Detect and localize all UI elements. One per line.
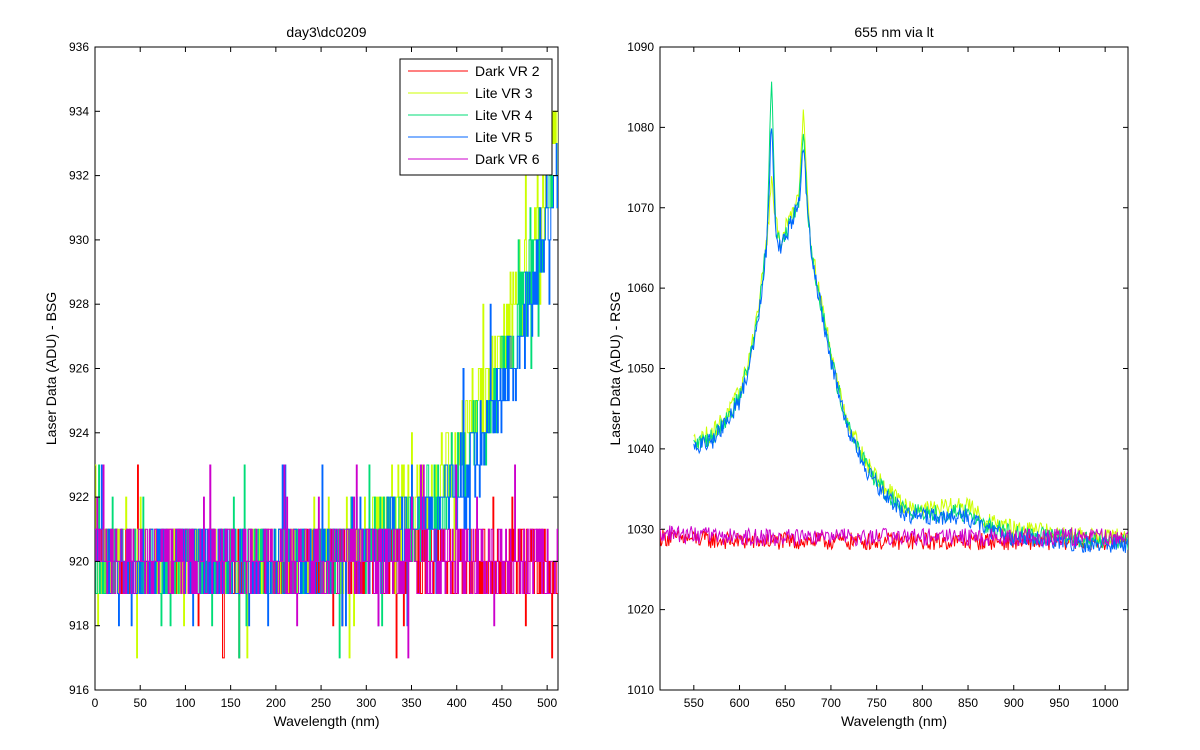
- left-chart: 0 50 100 150 200 250 300 350 400 450 500 916 918 920 9…: [43, 24, 559, 729]
- y-tick-label: 1050: [627, 362, 654, 376]
- y-tick-label: 932: [69, 169, 89, 183]
- plot-area: [659, 46, 1129, 691]
- x-tick-label: 400: [447, 696, 467, 710]
- y-tick-label: 930: [69, 233, 89, 247]
- x-tick-label: 750: [867, 696, 887, 710]
- y-tick-label: 918: [69, 619, 89, 633]
- y-tick-label: 916: [69, 683, 89, 697]
- x-tick-label: 150: [221, 696, 241, 710]
- y-tick-label: 924: [69, 426, 89, 440]
- x-tick-label: 0: [92, 696, 99, 710]
- y-tick-label: 1060: [627, 281, 654, 295]
- x-tick-label: 1000: [1092, 696, 1119, 710]
- legend-entry: Dark VR 6: [475, 151, 540, 167]
- y-tick-label: 1090: [627, 40, 654, 54]
- x-tick-label: 800: [912, 696, 932, 710]
- right-chart: 550 600 650 700 750 800 850 900 950 1000 1010 1020 1…: [607, 24, 1129, 729]
- legend-entry: Lite VR 4: [475, 107, 533, 123]
- x-tick-label: 600: [730, 696, 750, 710]
- y-tick-label: 1080: [627, 120, 654, 134]
- y-tick-label: 936: [69, 40, 89, 54]
- series-group: [95, 110, 558, 659]
- x-tick-label: 350: [401, 696, 421, 710]
- y-tick-label: 920: [69, 554, 89, 568]
- chart-title: 655 nm via lt: [854, 24, 933, 40]
- x-tick-label: 500: [537, 696, 557, 710]
- x-tick-label: 50: [134, 696, 148, 710]
- legend-entry: Dark VR 2: [475, 63, 540, 79]
- y-tick-label: 926: [69, 362, 89, 376]
- y-tick-label: 922: [69, 490, 89, 504]
- x-tick-label: 850: [958, 696, 978, 710]
- y-tick-label: 1070: [627, 201, 654, 215]
- series-group: [660, 81, 1128, 553]
- x-tick-label: 450: [492, 696, 512, 710]
- y-tick-label: 1010: [627, 683, 654, 697]
- y-tick-label: 1040: [627, 442, 654, 456]
- y-axis-label: Laser Data (ADU) - RSG: [607, 291, 623, 445]
- x-tick-label: 950: [1049, 696, 1069, 710]
- y-tick-label: 1030: [627, 522, 654, 536]
- chart-title: day3\dc0209: [286, 24, 366, 40]
- series-line-4: [95, 464, 558, 659]
- x-axis-label: Wavelength (nm): [841, 713, 947, 729]
- y-tick-label: 928: [69, 297, 89, 311]
- x-tick-label: 550: [684, 696, 704, 710]
- legend: Dark VR 2 Lite VR 3 Lite VR 4 Lite VR 5 Dark…: [399, 58, 553, 176]
- x-tick-label: 250: [311, 696, 331, 710]
- x-tick-label: 200: [266, 696, 286, 710]
- x-axis-label: Wavelength (nm): [273, 713, 379, 729]
- y-tick-label: 1020: [627, 603, 654, 617]
- x-tick-label: 900: [1004, 696, 1024, 710]
- x-tick-label: 300: [356, 696, 376, 710]
- x-tick-label: 100: [175, 696, 195, 710]
- x-tick-label: 650: [775, 696, 795, 710]
- series-line-3: [693, 128, 1128, 553]
- legend-entry: Lite VR 5: [475, 129, 533, 145]
- x-tick-label: 700: [821, 696, 841, 710]
- series-line-4: [660, 525, 1128, 548]
- y-axis-label: Laser Data (ADU) - BSG: [43, 292, 59, 445]
- legend-box: [399, 58, 553, 176]
- legend-entry: Lite VR 3: [475, 85, 533, 101]
- y-tick-label: 934: [69, 104, 89, 118]
